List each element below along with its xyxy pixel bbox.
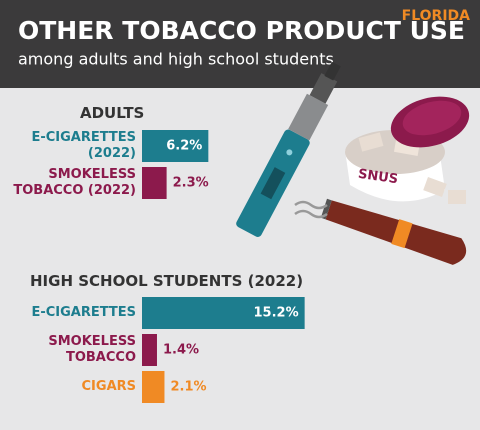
value-label: 15.2%: [254, 306, 299, 321]
value-label: 2.3%: [173, 176, 209, 191]
category-label: CIGARS: [81, 379, 136, 394]
cigar-illustration: [320, 198, 467, 265]
bar: [142, 130, 209, 162]
bar: [142, 334, 157, 366]
section-title: HIGH SCHOOL STUDENTS (2022): [30, 272, 304, 290]
category-label: E-CIGARETTES (2022): [31, 130, 136, 161]
subtitle: among adults and high school students: [18, 50, 334, 69]
title: OTHER TOBACCO PRODUCT USE: [18, 16, 465, 45]
tin-label: SNUS: [357, 167, 399, 187]
vape-illustration: [236, 61, 341, 237]
smoke: [294, 200, 328, 219]
bar: [142, 167, 167, 199]
bar: [142, 297, 305, 329]
value-label: 6.2%: [166, 139, 202, 154]
state-label: FLORIDA: [402, 8, 470, 24]
bar: [142, 371, 165, 403]
category-label: SMOKELESS TOBACCO (2022): [13, 167, 136, 198]
header-band: [0, 0, 480, 88]
category-label: SMOKELESS TOBACCO: [48, 334, 136, 365]
value-label: 2.1%: [170, 380, 206, 395]
category-label: E-CIGARETTES: [31, 305, 136, 320]
snus-illustration: SNUS: [345, 96, 470, 204]
section-title: ADULTS: [80, 104, 145, 122]
value-label: 1.4%: [163, 343, 199, 358]
